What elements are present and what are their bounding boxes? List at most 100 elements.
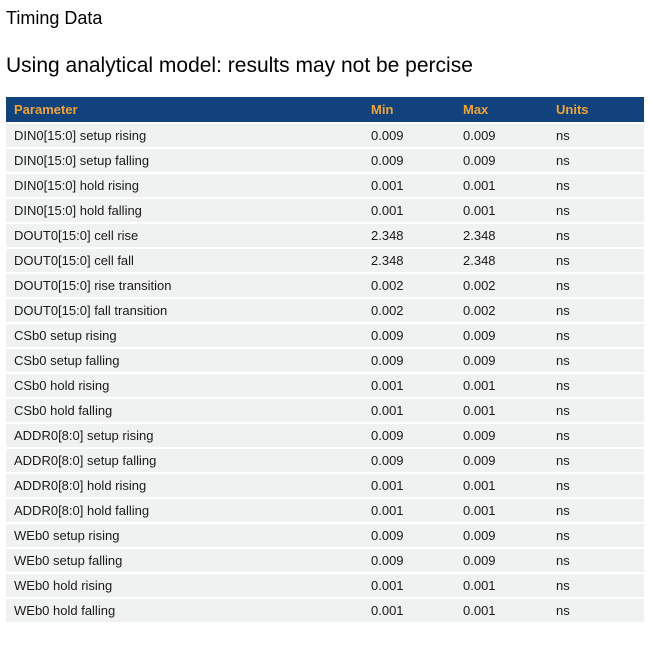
table-row: DOUT0[15:0] cell rise 2.348 2.348 ns	[6, 224, 644, 247]
cell-parameter: DIN0[15:0] setup falling	[14, 153, 150, 168]
cell-max: 2.348	[463, 253, 496, 268]
cell-min: 0.001	[371, 403, 404, 418]
column-header-min: Min	[371, 102, 394, 117]
cell-units: ns	[556, 228, 570, 243]
table-row: DIN0[15:0] setup rising 0.009 0.009 ns	[6, 124, 644, 147]
cell-min: 0.001	[371, 578, 404, 593]
cell-units: ns	[556, 553, 570, 568]
cell-max: 0.002	[463, 303, 496, 318]
cell-parameter: ADDR0[8:0] setup rising	[14, 428, 154, 443]
cell-parameter: DIN0[15:0] setup rising	[14, 128, 147, 143]
cell-min: 0.002	[371, 278, 404, 293]
cell-max: 0.001	[463, 378, 496, 393]
table-header-row: Parameter Min Max Units	[6, 97, 644, 122]
table-row: CSb0 hold falling 0.001 0.001 ns	[6, 399, 644, 422]
cell-units: ns	[556, 178, 570, 193]
timing-table: Parameter Min Max Units DIN0[15:0] setup…	[6, 97, 644, 622]
cell-units: ns	[556, 478, 570, 493]
cell-min: 0.009	[371, 528, 404, 543]
table-body: DIN0[15:0] setup rising 0.009 0.009 ns D…	[6, 124, 644, 622]
cell-parameter: ADDR0[8:0] setup falling	[14, 453, 157, 468]
cell-parameter: WEb0 setup rising	[14, 528, 120, 543]
cell-min: 0.001	[371, 478, 404, 493]
cell-parameter: DIN0[15:0] hold falling	[14, 203, 142, 218]
cell-parameter: CSb0 hold falling	[14, 403, 113, 418]
column-header-units: Units	[556, 102, 589, 117]
cell-max: 0.001	[463, 403, 496, 418]
table-row: WEb0 hold rising 0.001 0.001 ns	[6, 574, 644, 597]
cell-parameter: DOUT0[15:0] rise transition	[14, 278, 172, 293]
cell-units: ns	[556, 378, 570, 393]
cell-min: 0.009	[371, 153, 404, 168]
cell-max: 0.009	[463, 553, 496, 568]
cell-parameter: ADDR0[8:0] hold falling	[14, 503, 150, 518]
cell-parameter: CSb0 setup rising	[14, 328, 117, 343]
cell-units: ns	[556, 428, 570, 443]
cell-min: 0.009	[371, 353, 404, 368]
table-row: DOUT0[15:0] fall transition 0.002 0.002 …	[6, 299, 644, 322]
cell-min: 0.009	[371, 453, 404, 468]
cell-max: 0.009	[463, 353, 496, 368]
cell-max: 0.009	[463, 153, 496, 168]
cell-units: ns	[556, 578, 570, 593]
column-header-parameter: Parameter	[14, 102, 78, 117]
cell-min: 0.002	[371, 303, 404, 318]
table-row: ADDR0[8:0] setup falling 0.009 0.009 ns	[6, 449, 644, 472]
table-row: WEb0 hold falling 0.001 0.001 ns	[6, 599, 644, 622]
cell-max: 0.009	[463, 453, 496, 468]
table-row: DIN0[15:0] setup falling 0.009 0.009 ns	[6, 149, 644, 172]
table-row: CSb0 setup rising 0.009 0.009 ns	[6, 324, 644, 347]
timing-report-page: Timing Data Using analytical model: resu…	[0, 7, 650, 622]
table-row: ADDR0[8:0] hold rising 0.001 0.001 ns	[6, 474, 644, 497]
page-subtitle: Using analytical model: results may not …	[6, 54, 473, 77]
cell-max: 0.001	[463, 603, 496, 618]
cell-max: 0.009	[463, 528, 496, 543]
cell-parameter: WEb0 hold rising	[14, 578, 113, 593]
table-row: ADDR0[8:0] hold falling 0.001 0.001 ns	[6, 499, 644, 522]
cell-parameter: DOUT0[15:0] fall transition	[14, 303, 168, 318]
cell-units: ns	[556, 403, 570, 418]
cell-max: 0.001	[463, 178, 496, 193]
cell-parameter: WEb0 setup falling	[14, 553, 123, 568]
cell-parameter: DIN0[15:0] hold rising	[14, 178, 140, 193]
cell-units: ns	[556, 303, 570, 318]
cell-parameter: ADDR0[8:0] hold rising	[14, 478, 147, 493]
cell-min: 0.009	[371, 428, 404, 443]
table-row: DIN0[15:0] hold rising 0.001 0.001 ns	[6, 174, 644, 197]
cell-units: ns	[556, 278, 570, 293]
cell-units: ns	[556, 328, 570, 343]
cell-max: 0.009	[463, 428, 496, 443]
cell-units: ns	[556, 353, 570, 368]
cell-parameter: WEb0 hold falling	[14, 603, 116, 618]
cell-parameter: CSb0 hold rising	[14, 378, 110, 393]
table-row: DIN0[15:0] hold falling 0.001 0.001 ns	[6, 199, 644, 222]
page-title: Timing Data	[6, 8, 103, 28]
cell-max: 0.001	[463, 203, 496, 218]
cell-min: 0.009	[371, 328, 404, 343]
cell-min: 0.001	[371, 378, 404, 393]
cell-max: 2.348	[463, 228, 496, 243]
cell-min: 0.001	[371, 603, 404, 618]
cell-units: ns	[556, 503, 570, 518]
cell-units: ns	[556, 128, 570, 143]
cell-max: 0.001	[463, 503, 496, 518]
cell-min: 0.001	[371, 203, 404, 218]
cell-units: ns	[556, 453, 570, 468]
table-row: CSb0 setup falling 0.009 0.009 ns	[6, 349, 644, 372]
cell-min: 2.348	[371, 253, 404, 268]
cell-max: 0.001	[463, 478, 496, 493]
cell-max: 0.009	[463, 328, 496, 343]
table-row: WEb0 setup falling 0.009 0.009 ns	[6, 549, 644, 572]
cell-parameter: CSb0 setup falling	[14, 353, 120, 368]
table-row: WEb0 setup rising 0.009 0.009 ns	[6, 524, 644, 547]
column-header-max: Max	[463, 102, 489, 117]
table-row: DOUT0[15:0] rise transition 0.002 0.002 …	[6, 274, 644, 297]
cell-min: 0.009	[371, 553, 404, 568]
table-row: CSb0 hold rising 0.001 0.001 ns	[6, 374, 644, 397]
cell-units: ns	[556, 253, 570, 268]
table-row: ADDR0[8:0] setup rising 0.009 0.009 ns	[6, 424, 644, 447]
cell-units: ns	[556, 528, 570, 543]
cell-max: 0.002	[463, 278, 496, 293]
cell-max: 0.001	[463, 578, 496, 593]
table-row: DOUT0[15:0] cell fall 2.348 2.348 ns	[6, 249, 644, 272]
